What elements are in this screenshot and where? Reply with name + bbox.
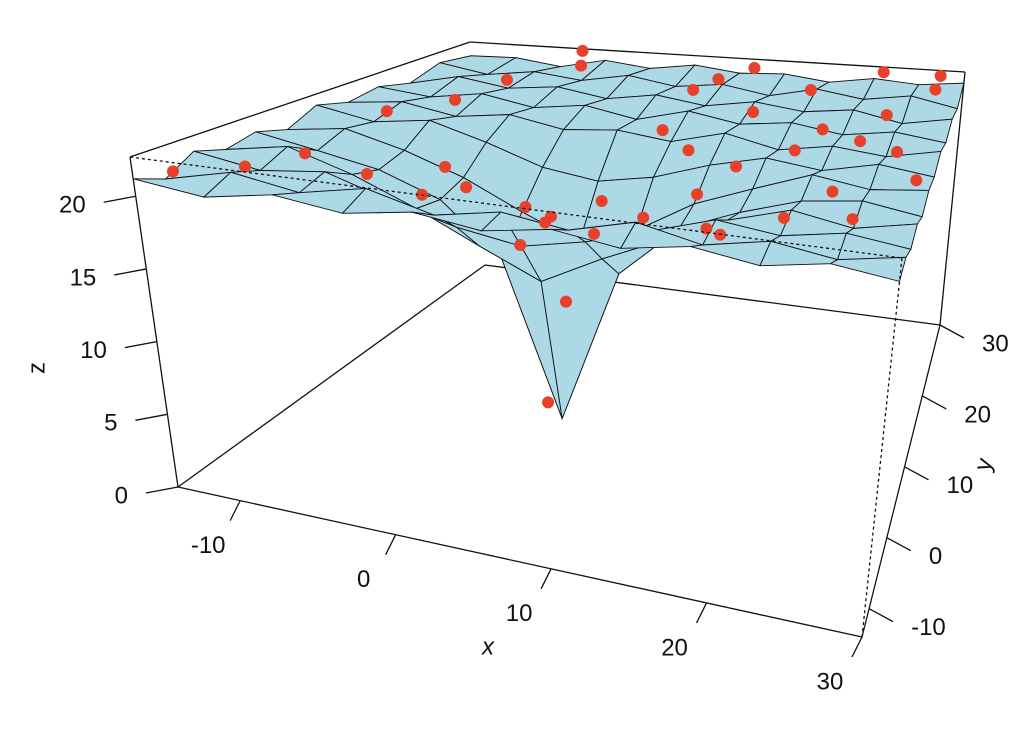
y-tick	[904, 466, 929, 481]
surface-facet	[690, 240, 772, 267]
y-tick	[886, 537, 912, 552]
y-tick-label: 20	[964, 401, 991, 428]
x-tick	[229, 500, 241, 521]
z-tick	[145, 486, 179, 494]
data-point	[846, 213, 859, 226]
box-edge	[129, 156, 903, 259]
x-tick	[385, 534, 397, 556]
data-point	[500, 73, 513, 86]
z-axis-title: z	[23, 362, 50, 374]
data-point	[587, 227, 600, 240]
x-tick	[851, 636, 863, 658]
data-point	[460, 181, 473, 194]
z-tick-label: 10	[80, 337, 107, 364]
data-point	[712, 73, 725, 86]
data-point	[877, 66, 890, 79]
data-point	[637, 211, 650, 224]
data-point	[542, 396, 555, 409]
x-tick-label: 0	[357, 566, 370, 593]
data-point	[691, 188, 704, 201]
data-point	[777, 211, 790, 224]
data-point	[788, 144, 801, 157]
data-point	[560, 295, 573, 308]
data-point	[656, 124, 669, 137]
x-tick-label: 20	[661, 634, 688, 661]
data-point	[826, 185, 839, 198]
y-axis-title: y	[969, 455, 998, 475]
data-point	[544, 210, 557, 223]
z-tick-label: 0	[115, 482, 128, 509]
y-tick	[939, 324, 965, 339]
x-tick	[540, 568, 552, 590]
data-point	[880, 109, 893, 122]
data-point	[514, 239, 527, 252]
data-point	[804, 83, 817, 96]
z-tick	[135, 413, 168, 421]
data-point	[576, 44, 589, 57]
box-edge	[939, 71, 966, 326]
y-tick-label: 10	[947, 472, 974, 499]
data-point	[910, 174, 923, 187]
box-edge	[177, 486, 863, 638]
z-tick	[103, 195, 136, 203]
data-point	[449, 93, 462, 106]
box-edge	[177, 264, 486, 488]
x-tick-label: -10	[191, 532, 226, 559]
data-point	[575, 59, 588, 72]
data-point	[595, 194, 608, 207]
x-tick-label: 10	[506, 600, 533, 627]
y-tick-label: 0	[929, 543, 942, 570]
x-tick	[695, 602, 708, 624]
data-point	[239, 160, 252, 173]
box-edge	[129, 156, 179, 488]
data-point	[682, 144, 695, 157]
data-point	[687, 83, 700, 96]
data-point	[167, 165, 180, 178]
data-point	[854, 135, 867, 148]
y-tick-label: -10	[911, 614, 946, 641]
z-tick-label: 15	[70, 264, 97, 291]
box-edge	[129, 41, 471, 158]
surface-facet	[829, 256, 907, 282]
data-point	[439, 160, 452, 173]
data-point	[360, 167, 373, 180]
data-point	[519, 200, 532, 213]
z-tick	[124, 340, 157, 349]
z-tick-label: 20	[59, 192, 86, 219]
data-point	[816, 123, 829, 136]
z-tick-label: 5	[104, 410, 117, 437]
data-point	[747, 105, 760, 118]
data-point	[700, 222, 713, 235]
data-point	[934, 69, 947, 82]
y-tick-label: 30	[982, 330, 1009, 357]
x-tick-label: 30	[817, 668, 844, 695]
box-edge	[861, 324, 941, 638]
data-point	[891, 146, 904, 159]
y-tick	[921, 395, 947, 410]
data-point	[380, 105, 393, 118]
data-point	[730, 160, 743, 173]
data-point	[748, 61, 761, 74]
data-point	[929, 83, 942, 96]
y-tick	[868, 608, 894, 623]
data-point	[299, 147, 312, 160]
x-axis-title: x	[481, 633, 495, 660]
z-tick	[114, 268, 147, 276]
